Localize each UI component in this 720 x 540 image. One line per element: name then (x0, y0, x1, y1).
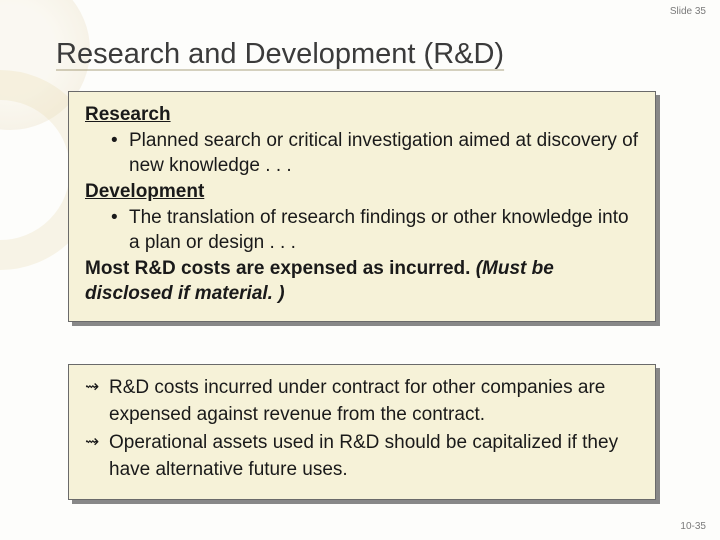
note-2-text: Operational assets used in R&D should be… (109, 430, 639, 483)
slide-title: Research and Development (R&D) (56, 38, 504, 71)
notes-box: ⇝ R&D costs incurred under contract for … (68, 364, 656, 500)
expense-rule: Most R&D costs are expensed as incurred.… (85, 256, 639, 307)
development-heading: Development (85, 179, 639, 205)
page-number-bottom: 10-35 (680, 521, 706, 532)
development-bullet-text: The translation of research findings or … (129, 205, 639, 256)
expense-rule-main: Most R&D costs are expensed as incurred. (85, 258, 476, 279)
bullet-icon: • (111, 205, 129, 256)
development-bullet: • The translation of research findings o… (85, 205, 639, 256)
research-bullet-text: Planned search or critical investigation… (129, 128, 639, 179)
slide-number-top: Slide 35 (670, 6, 706, 17)
flourish-icon: ⇝ (85, 375, 109, 428)
research-bullet: • Planned search or critical investigati… (85, 128, 639, 179)
bullet-icon: • (111, 128, 129, 179)
note-1-text: R&D costs incurred under contract for ot… (109, 375, 639, 428)
flourish-icon: ⇝ (85, 430, 109, 483)
research-heading: Research (85, 102, 639, 128)
note-1: ⇝ R&D costs incurred under contract for … (85, 375, 639, 428)
definitions-box: Research • Planned search or critical in… (68, 91, 656, 322)
note-2: ⇝ Operational assets used in R&D should … (85, 430, 639, 483)
